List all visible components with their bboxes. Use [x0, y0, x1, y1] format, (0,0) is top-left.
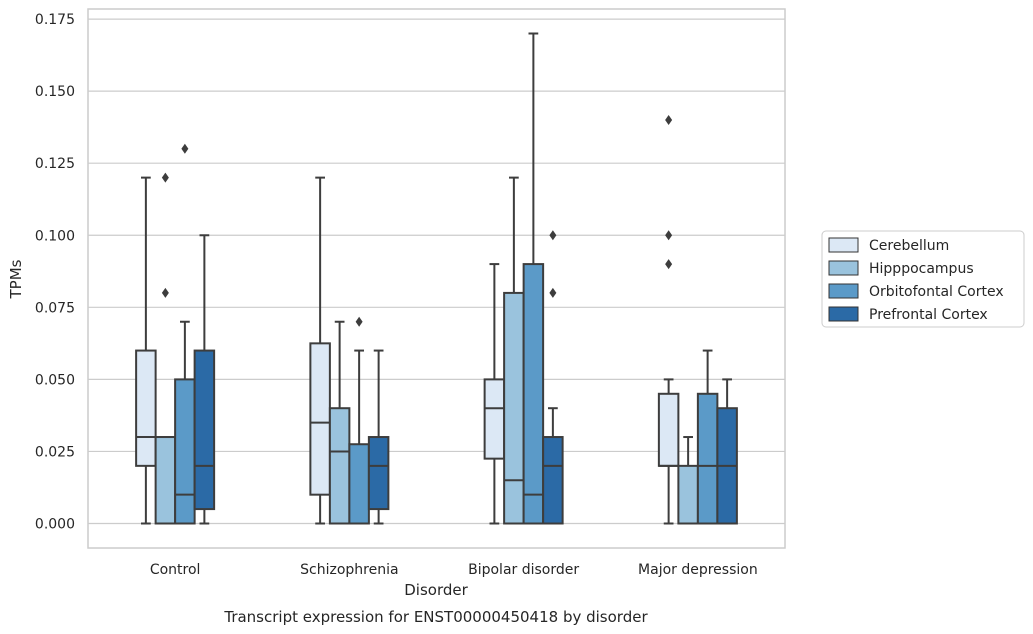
box-group	[309, 176, 331, 525]
legend-swatch	[828, 283, 859, 299]
outlier-point	[181, 143, 189, 154]
y-tick-labels: 0.000 0.025 0.050 0.075 0.100 0.125 0.150 0.175	[35, 12, 75, 532]
legend-swatch	[828, 260, 859, 276]
y-tick-label: 0.000	[35, 517, 75, 533]
box-group	[193, 234, 216, 525]
x-tick-labels: Control Schizophrenia Bipolar disorder Majo…	[150, 562, 758, 578]
legend-item: Prefrontal Cortex	[828, 306, 988, 323]
box-group	[328, 320, 351, 525]
box	[542, 436, 564, 525]
y-tick-label: 0.175	[35, 12, 75, 28]
outlier-point	[355, 316, 363, 327]
y-axis-title: TPMs	[7, 259, 25, 299]
chart-caption: Transcript expression for ENST0000045041…	[223, 608, 648, 626]
box-group	[503, 176, 525, 525]
legend-label: Hipppocampus	[869, 261, 974, 277]
x-axis-title: Disorder	[404, 581, 468, 599]
y-tick-label: 0.050	[35, 372, 75, 388]
outlier-point	[665, 259, 673, 270]
outlier-point	[665, 230, 673, 241]
legend-item: Hipppocampus	[828, 260, 974, 277]
box	[503, 291, 525, 525]
legend-label: Prefrontal Cortex	[869, 307, 988, 323]
box-group	[716, 378, 738, 525]
outlier-point	[549, 287, 557, 298]
outlier-point	[549, 230, 557, 241]
box	[677, 464, 699, 525]
box	[193, 349, 216, 511]
outlier-point	[161, 172, 169, 183]
box	[328, 407, 351, 525]
outlier-point	[665, 114, 673, 125]
box	[483, 378, 506, 460]
y-tick-label: 0.025	[35, 444, 75, 460]
box-group	[348, 316, 370, 525]
legend-item: Cerebellum	[828, 237, 949, 254]
legend-label: Cerebellum	[869, 238, 949, 254]
legend-item: Orbitofontal Cortex	[828, 283, 1004, 300]
box-group	[154, 172, 177, 525]
box-group	[483, 263, 506, 525]
x-tick-label: Bipolar disorder	[468, 562, 579, 578]
legend-label: Orbitofontal Cortex	[869, 284, 1004, 300]
box-group	[657, 114, 680, 525]
box-group	[367, 349, 390, 525]
y-tick-label: 0.150	[35, 84, 75, 100]
box-group	[542, 230, 564, 525]
box	[348, 443, 370, 525]
box-group	[135, 176, 157, 525]
plot-frame	[87, 8, 786, 549]
box	[367, 436, 390, 511]
box	[309, 342, 331, 496]
box	[135, 349, 157, 467]
box	[154, 436, 177, 525]
box-group	[696, 349, 719, 525]
box-group	[174, 143, 196, 525]
y-tick-label: 0.100	[35, 228, 75, 244]
x-tick-label: Schizophrenia	[300, 562, 398, 578]
y-tick-label: 0.075	[35, 300, 75, 316]
box-group	[677, 436, 699, 525]
box-group	[522, 32, 545, 525]
box-marks	[135, 32, 738, 525]
y-tick-label: 0.125	[35, 156, 75, 172]
x-tick-label: Control	[150, 562, 201, 578]
box	[657, 392, 680, 467]
legend-swatch	[828, 237, 859, 253]
box	[696, 392, 719, 525]
legend: Cerebellum Hipppocampus Orbitofontal Corte…	[821, 230, 1025, 328]
legend-swatch	[828, 306, 859, 322]
box	[522, 263, 545, 525]
x-tick-label: Major depression	[638, 562, 758, 578]
box	[174, 378, 196, 525]
outlier-point	[161, 287, 169, 298]
legend-frame	[821, 230, 1025, 328]
